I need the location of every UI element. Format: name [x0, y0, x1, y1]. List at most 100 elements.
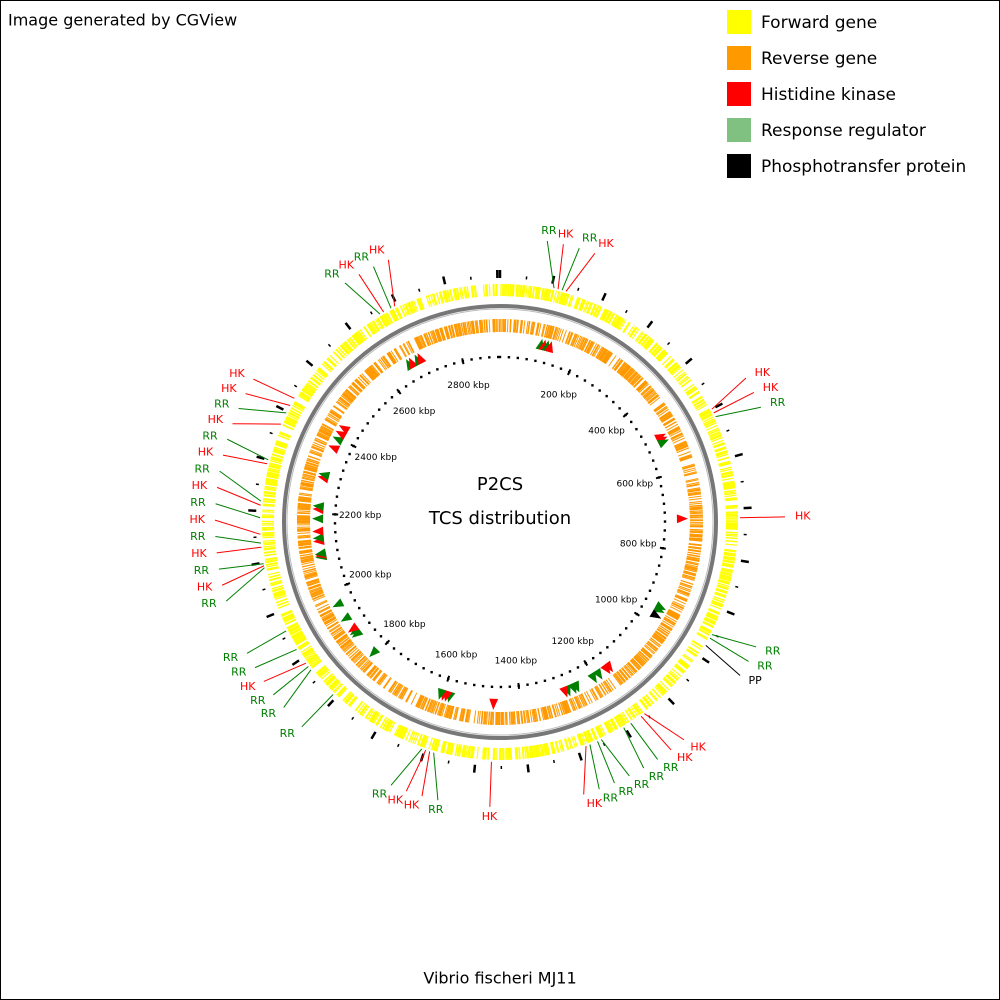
ruler-dot: [334, 539, 338, 543]
gene: [327, 621, 339, 630]
gene: [607, 720, 615, 732]
gene: [398, 345, 407, 358]
gene: [330, 409, 342, 418]
gene: [371, 320, 380, 332]
gene: [488, 711, 490, 725]
gene: [574, 297, 580, 310]
gene: [421, 697, 428, 710]
gene: [328, 678, 338, 688]
gene: [531, 745, 534, 758]
outer-tick: [740, 559, 749, 564]
gene: [649, 638, 661, 648]
feature-leader: [640, 715, 672, 751]
gene: [567, 294, 573, 307]
gene: [651, 345, 661, 356]
gene: [454, 707, 459, 720]
gene: [522, 285, 525, 298]
gene: [334, 631, 346, 640]
gene: [383, 719, 391, 731]
gene: [455, 743, 459, 756]
feature-leader: [358, 274, 385, 313]
gene: [530, 321, 535, 335]
gene: [645, 694, 655, 704]
gene: [541, 287, 545, 300]
gene: [527, 709, 531, 723]
gene: [699, 409, 711, 417]
gene: [309, 586, 322, 592]
gene: [717, 582, 730, 588]
ruler-dot: [534, 359, 537, 363]
gene: [399, 686, 407, 699]
gene: [389, 681, 397, 693]
feature-label: RR: [194, 564, 210, 577]
gene: [431, 293, 437, 306]
gene: [673, 440, 687, 447]
gene: [560, 739, 565, 752]
gene: [416, 733, 423, 746]
gene: [547, 289, 552, 302]
gene: [687, 554, 701, 558]
gene: [684, 565, 698, 570]
gene: [540, 707, 545, 721]
gene: [400, 727, 407, 739]
gene: [670, 432, 683, 439]
gene: [567, 737, 572, 750]
gene: [549, 289, 554, 302]
gene: [301, 561, 315, 566]
gene: [690, 642, 702, 651]
gene: [326, 676, 337, 687]
gene: [290, 628, 302, 636]
gene: [721, 473, 734, 478]
gene: [283, 616, 296, 623]
ruler-dot: [464, 682, 467, 685]
gene: [652, 633, 664, 643]
gene: [319, 429, 332, 436]
gene: [589, 689, 597, 702]
gene: [591, 688, 599, 700]
gene: [615, 672, 624, 684]
gene: [527, 321, 531, 335]
gene: [367, 323, 376, 335]
gene: [415, 694, 422, 707]
gene: [485, 747, 488, 760]
feature-label: HK: [598, 237, 614, 250]
gene: [720, 569, 733, 574]
gene: [483, 319, 486, 333]
feature-label: RR: [618, 785, 634, 798]
gene: [288, 625, 300, 633]
gene: [270, 457, 283, 462]
gene: [482, 747, 485, 760]
outer-tick: [262, 588, 266, 591]
outer-tick: [701, 382, 705, 386]
gene: [359, 659, 370, 670]
gene: [686, 483, 700, 487]
gene: [448, 325, 454, 339]
gene: [560, 701, 566, 715]
gene: [270, 458, 283, 463]
ruler-dot: [334, 531, 337, 534]
gene: [379, 316, 387, 328]
gene: [429, 700, 436, 713]
ruler-label: 1400 kbp: [495, 657, 538, 667]
gene: [525, 285, 528, 298]
gene: [279, 431, 292, 437]
gene: [540, 287, 544, 300]
gene: [674, 441, 687, 448]
gene: [534, 745, 538, 758]
gene: [390, 309, 398, 322]
gene: [488, 284, 491, 297]
gene: [312, 374, 323, 383]
gene: [605, 679, 614, 691]
gene: [326, 621, 339, 629]
ruler-dot: [659, 484, 663, 488]
gene: [642, 387, 654, 398]
gene: [704, 617, 716, 625]
gene: [516, 319, 519, 333]
ruler-dot: [630, 620, 633, 623]
gene: [611, 718, 619, 730]
gene: [685, 385, 696, 394]
gene: [302, 648, 314, 657]
gene: [531, 286, 535, 299]
gene: [436, 328, 442, 342]
gene: [689, 535, 703, 538]
